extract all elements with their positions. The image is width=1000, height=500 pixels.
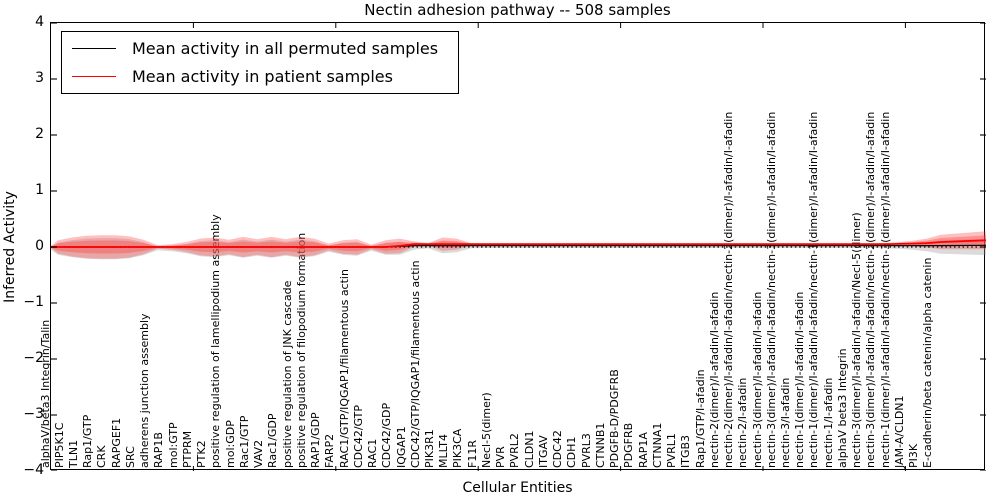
x-tick-label: adherens junction assembly	[138, 313, 152, 468]
x-tick-label: CTNNB1	[593, 422, 607, 468]
x-tick-label: E-cadherin/beta catenin/alpha catenin	[921, 257, 935, 468]
x-tick-label: alphaV/beta3 Integrin/Talin	[38, 319, 52, 468]
y-tick-label: −1	[23, 294, 44, 310]
y-tick-label: −4	[23, 462, 44, 478]
x-tick-label: nectin-1(dimer)/I-afadin/I-afadin	[793, 291, 807, 468]
x-tick-label: RAC1	[366, 438, 380, 468]
legend-line-patient	[72, 76, 116, 77]
x-tick-label: PTK2	[195, 440, 209, 468]
x-tick-label: Necl-5(dimer)	[479, 392, 493, 468]
x-tick-label: ITGB3	[679, 434, 693, 468]
x-tick-label: Rap1/GTP	[81, 414, 95, 468]
y-tick-label: 1	[35, 182, 44, 198]
x-tick-label: PTPRM	[180, 430, 194, 468]
plot-area: alphaV/beta3 Integrin/Talin PIP5K1C TLN1 Ra…	[39, 22, 986, 471]
x-tick-label: CDC42	[551, 430, 565, 468]
x-tick-label: nectin-1(dimer)/I-afadin/I-afadin/nectin…	[807, 111, 821, 468]
x-tick-label: PDGFRB	[622, 422, 636, 468]
x-tick-label: PVRL2	[508, 433, 522, 468]
x-tick-label: PVR	[494, 446, 508, 468]
legend-label-permuted: Mean activity in all permuted samples	[132, 39, 439, 58]
y-tick-label: 2	[35, 126, 44, 142]
x-tick-label: CDC42/GTP/IQGAP1/filamentous actin	[408, 260, 422, 468]
x-tick-label: FARP2	[323, 433, 337, 468]
x-tick-label: RAP1A	[636, 432, 650, 468]
x-tick-label: PDGFB-D/PDGFRB	[608, 369, 622, 468]
y-tick-label: 0	[35, 238, 44, 254]
x-tick-label: RAP1B	[152, 432, 166, 468]
x-tick-label: TLN1	[66, 439, 80, 468]
x-tick-label: PVRL1	[665, 433, 679, 468]
x-tick-label: positive regulation of JNK cascade	[280, 280, 294, 468]
x-tick-label: nectin-1(dimer)/I-afadin/I-afadin/nectin…	[878, 111, 892, 468]
x-tick-label: PIP5K1C	[52, 422, 66, 468]
x-tick-label: nectin-3(dimer)/I-afadin/I-afadin	[750, 291, 764, 468]
legend-label-patient: Mean activity in patient samples	[132, 67, 393, 86]
chart-title: Nectin adhesion pathway -- 508 samples	[364, 1, 671, 19]
x-tick-label: mol:GDP	[223, 420, 237, 468]
legend-entry-permuted: Mean activity in all permuted samples	[72, 39, 444, 58]
y-tick-label: −3	[23, 406, 44, 422]
y-tick-label: 4	[35, 14, 44, 30]
x-tick-label: CLDN1	[522, 430, 536, 468]
x-tick-label: RAPGEF1	[109, 417, 123, 468]
x-tick-label: ITGAV	[536, 435, 550, 468]
x-tick-label: CRK	[95, 445, 109, 468]
x-tick-label: PVRL3	[579, 433, 593, 468]
y-tick-label: −2	[23, 350, 44, 366]
x-tick-label: nectin-3/I-afadin	[778, 377, 792, 468]
x-tick-label: Rac1/GDP	[266, 413, 280, 468]
x-tick-label: RAC1/GTP/IQGAP1/filamentous actin	[337, 269, 351, 468]
x-tick-label: F11R	[465, 440, 479, 468]
x-tick-label: PI3K	[907, 443, 921, 468]
x-tick-label: VAV2	[252, 439, 266, 468]
x-tick-label: alphaV beta3 Integrin	[835, 348, 849, 468]
y-tick-label: 3	[35, 70, 44, 86]
x-tick-label: positive regulation of lamellipodium ass…	[209, 214, 223, 468]
x-tick-label: PIK3R1	[422, 429, 436, 468]
x-tick-label: nectin-3(dimer)/I-afadin/I-afadin/nectin…	[764, 111, 778, 468]
x-tick-label: Rap1/GTP/I-afadin	[693, 369, 707, 468]
x-tick-label: Rac1/GTP	[237, 415, 251, 468]
x-tick-label: nectin-2(dimer)/I-afadin/I-afadin/nectin…	[722, 111, 736, 468]
x-tick-label: nectin-3(dimer)/I-afadin/I-afadin/Necl-5…	[850, 212, 864, 468]
x-tick-label: positive regulation of filopodium format…	[294, 232, 308, 468]
x-tick-label: CDH1	[565, 436, 579, 468]
legend-line-permuted	[72, 48, 116, 49]
x-tick-label: SRC	[123, 446, 137, 468]
x-tick-label: nectin-1/I-afadin	[821, 377, 835, 468]
x-tick-label: CDC42/GDP	[380, 402, 394, 468]
x-tick-label: nectin-3(dimer)/I-afadin/I-afadin/nectin…	[864, 111, 878, 468]
x-tick-label: IQGAP1	[394, 426, 408, 468]
x-tick-label: CTNNA1	[650, 422, 664, 468]
x-tick-label: RAP1/GDP	[309, 412, 323, 468]
x-tick-label: PIK3CA	[451, 428, 465, 468]
x-tick-label: mol:GTP	[166, 422, 180, 468]
x-tick-label: JAM-A/CLDN1	[892, 395, 906, 468]
legend-entry-patient: Mean activity in patient samples	[72, 67, 444, 86]
x-tick-label: MLLT4	[437, 434, 451, 468]
x-tick-label: CDC42/GTP	[351, 404, 365, 468]
x-axis-label: Cellular Entities	[462, 480, 573, 496]
legend: Mean activity in all permuted samples Me…	[61, 31, 460, 94]
x-tick-label: nectin-2/I-afadin	[736, 377, 750, 468]
x-tick-label: nectin-2(dimer)/I-afadin/I-afadin	[707, 291, 721, 468]
